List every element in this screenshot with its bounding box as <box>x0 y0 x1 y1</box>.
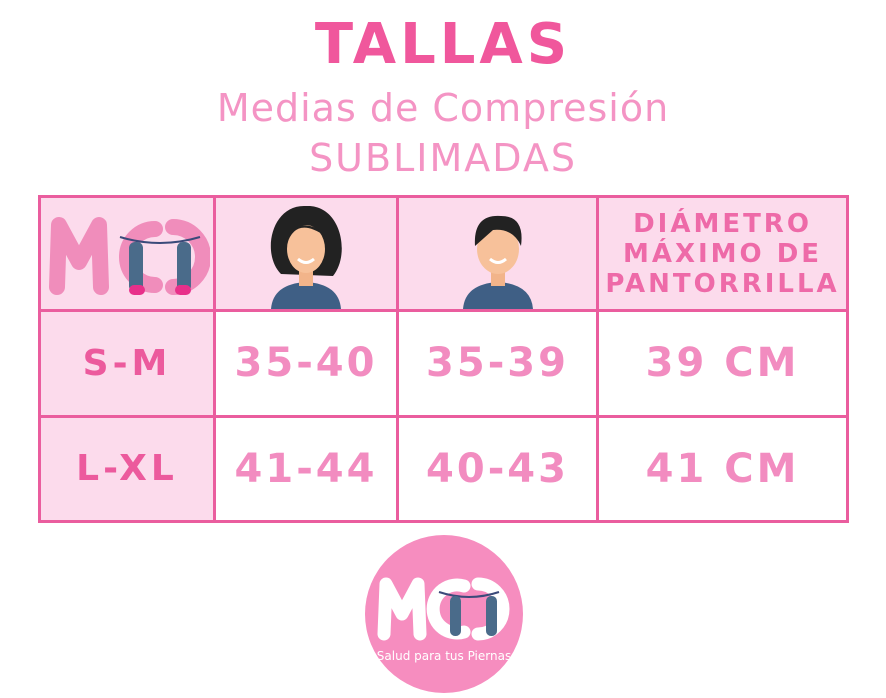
size-label: S-M <box>38 309 216 418</box>
bottom-brand-logo: Salud para tus Piernas <box>365 535 523 693</box>
women-size: 41-44 <box>213 414 399 523</box>
calf-header-line: PANTORRILLA <box>605 268 840 299</box>
women-size: 35-40 <box>213 309 399 418</box>
calf-diameter-header: DIÁMETRO MÁXIMO DE PANTORRILLA <box>596 195 849 312</box>
calf-size: 41 CM <box>596 414 849 523</box>
men-size: 35-39 <box>396 309 599 418</box>
size-table: DIÁMETRO MÁXIMO DE PANTORRILLA S-M 35-40… <box>38 195 849 523</box>
calf-size: 39 CM <box>596 309 849 418</box>
women-header <box>213 195 399 312</box>
logo-cell <box>38 195 216 312</box>
table-row: S-M 35-40 35-39 39 CM <box>38 309 849 418</box>
subtitle-2: SUBLIMADAS <box>309 136 577 180</box>
men-header <box>396 195 599 312</box>
calf-header-line: DIÁMETRO <box>633 208 812 239</box>
subtitle: Medias de Compresión <box>216 86 670 130</box>
logo-tagline: Salud para tus Piernas <box>377 649 511 663</box>
brand-logo-icon <box>48 216 211 295</box>
men-size: 40-43 <box>396 414 599 523</box>
man-avatar-icon <box>462 215 533 309</box>
size-label: L-XL <box>38 414 216 523</box>
page-title: TALLAS <box>314 12 572 77</box>
calf-header-line: MÁXIMO DE <box>622 238 823 269</box>
table-row: L-XL 41-44 40-43 41 CM <box>38 414 849 523</box>
woman-avatar-icon <box>270 205 342 309</box>
